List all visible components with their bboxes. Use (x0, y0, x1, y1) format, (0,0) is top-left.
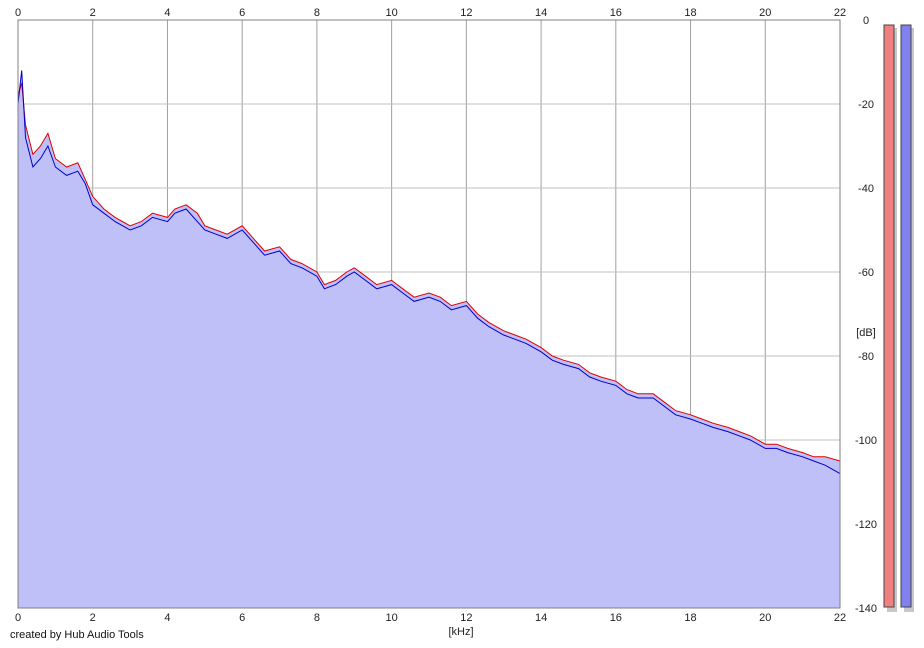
x-tick-label-top-1: 2 (90, 7, 96, 19)
meter-bar-right (900, 24, 912, 608)
x-tick-label-top-11: 22 (834, 7, 846, 19)
x-tick-label-top-9: 18 (684, 7, 696, 19)
x-tick-label-top-4: 8 (314, 7, 320, 19)
x-tick-label-top-0: 0 (15, 7, 21, 19)
x-tick-label-top-6: 12 (460, 7, 472, 19)
x-unit-label: [kHz] (448, 626, 473, 638)
y-tick-label-0: 0 (863, 15, 869, 27)
plot-frame (17, 19, 841, 609)
y-tick-label-6: -120 (855, 519, 877, 531)
x-tick-label-bottom-1: 2 (90, 612, 96, 624)
x-tick-label-top-5: 10 (386, 7, 398, 19)
series-line-0 (17, 82, 841, 462)
x-tick-label-bottom-7: 14 (535, 612, 547, 624)
x-tick-label-bottom-6: 12 (460, 612, 472, 624)
meter-bar-left (883, 24, 895, 608)
x-axis-top-ticks: 0 2 4 6 8 10 12 14 16 18 20 22 (15, 7, 846, 19)
spectrum-fill (18, 70, 840, 608)
y-tick-label-4: -80 (858, 351, 874, 363)
y-tick-label-5: -100 (855, 435, 877, 447)
x-axis-bottom-ticks: 0 2 4 6 8 10 12 14 16 18 20 22 (15, 612, 846, 624)
x-tick-label-top-2: 4 (164, 7, 170, 19)
x-tick-label-top-8: 16 (610, 7, 622, 19)
x-tick-label-top-3: 6 (239, 7, 245, 19)
series-line-1 (17, 70, 841, 475)
x-tick-label-bottom-0: 0 (15, 612, 21, 624)
series-lines (17, 70, 841, 475)
x-tick-label-bottom-4: 8 (314, 612, 320, 624)
level-meters (883, 24, 914, 612)
x-tick-label-top-10: 20 (759, 7, 771, 19)
y-unit-label: [dB] (856, 327, 876, 339)
x-tick-label-bottom-10: 20 (759, 612, 771, 624)
y-axis-ticks: 0 -20 -40 -60 -80 -100 -120 -140 (855, 15, 877, 615)
credit-text: created by Hub Audio Tools (10, 629, 144, 641)
x-tick-label-bottom-5: 10 (386, 612, 398, 624)
y-tick-label-2: -40 (858, 183, 874, 195)
x-tick-label-bottom-3: 6 (239, 612, 245, 624)
x-tick-label-bottom-2: 4 (164, 612, 170, 624)
spectrum-area (18, 70, 840, 608)
x-tick-label-bottom-8: 16 (610, 612, 622, 624)
y-tick-label-1: -20 (858, 99, 874, 111)
x-tick-label-bottom-9: 18 (684, 612, 696, 624)
x-tick-label-top-7: 14 (535, 7, 547, 19)
y-tick-label-3: -60 (858, 267, 874, 279)
x-tick-label-bottom-11: 22 (834, 612, 846, 624)
y-tick-label-7: -140 (855, 603, 877, 615)
